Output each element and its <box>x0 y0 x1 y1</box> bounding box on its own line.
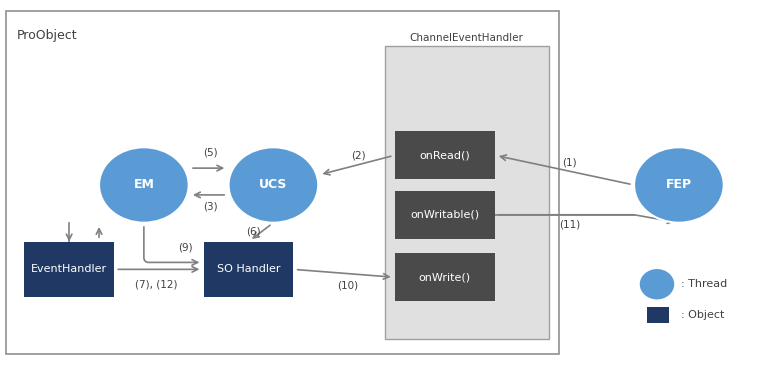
Text: : Thread: : Thread <box>681 279 727 289</box>
Text: (10): (10) <box>338 280 359 290</box>
Bar <box>395 254 495 301</box>
Text: (4): (4) <box>42 250 56 259</box>
Bar <box>24 242 114 297</box>
Text: ProObject: ProObject <box>16 29 77 42</box>
Text: onRead(): onRead() <box>419 150 470 160</box>
Text: (7), (12): (7), (12) <box>135 279 177 289</box>
Ellipse shape <box>99 147 189 223</box>
Text: onWritable(): onWritable() <box>410 210 479 220</box>
Bar <box>6 11 559 354</box>
Ellipse shape <box>229 147 319 223</box>
Ellipse shape <box>634 147 724 223</box>
Text: (6): (6) <box>246 227 261 237</box>
Text: ChannelEventHandler: ChannelEventHandler <box>410 33 523 43</box>
Text: EM: EM <box>133 178 155 191</box>
Text: SO Handler: SO Handler <box>216 264 280 275</box>
Text: (1): (1) <box>562 157 577 167</box>
Ellipse shape <box>639 268 675 300</box>
Text: (8): (8) <box>78 250 92 259</box>
Text: (2): (2) <box>351 150 366 160</box>
Text: (3): (3) <box>203 202 218 212</box>
Bar <box>203 242 293 297</box>
Bar <box>647 307 669 323</box>
Text: : Object: : Object <box>681 310 724 320</box>
Text: (11): (11) <box>559 220 580 230</box>
Text: FEP: FEP <box>666 178 692 191</box>
Text: UCS: UCS <box>259 178 287 191</box>
Text: (9): (9) <box>178 243 193 252</box>
Text: EventHandler: EventHandler <box>31 264 107 275</box>
Text: (5): (5) <box>203 147 218 157</box>
Bar <box>385 46 549 339</box>
Bar <box>395 191 495 238</box>
Bar <box>395 131 495 179</box>
Text: onWrite(): onWrite() <box>418 272 471 282</box>
